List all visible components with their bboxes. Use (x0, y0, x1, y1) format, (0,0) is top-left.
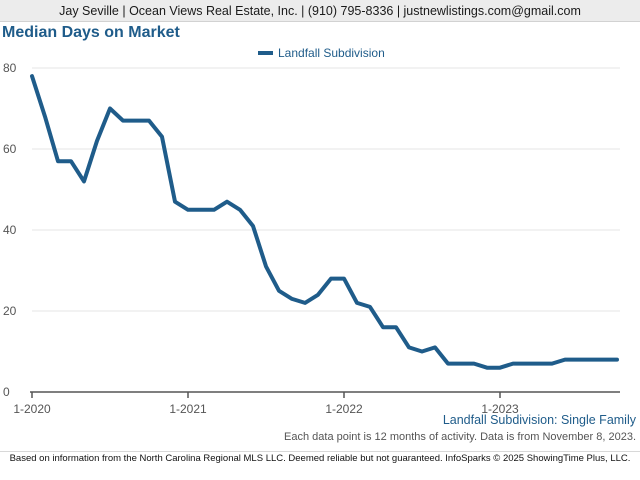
data-point (576, 358, 580, 362)
data-point (394, 325, 398, 329)
x-tick-label: 1-2022 (325, 402, 363, 416)
data-point (433, 345, 437, 349)
header-bar: Jay Seville | Ocean Views Real Estate, I… (0, 0, 640, 22)
data-point (134, 119, 138, 123)
x-tick-label: 1-2021 (169, 402, 207, 416)
y-tick-label: 60 (3, 142, 17, 156)
chart-subtitle: Landfall Subdivision: Single Family (442, 413, 636, 427)
legend-label: Landfall Subdivision (278, 46, 385, 60)
data-point (108, 107, 112, 111)
data-point (563, 358, 567, 362)
data-point (498, 366, 502, 370)
series-layer (30, 74, 619, 370)
series-line-landfall-subdivision (30, 74, 619, 370)
data-point (589, 358, 593, 362)
data-point (238, 208, 242, 212)
data-point (485, 366, 489, 370)
data-point (69, 159, 73, 163)
data-point (329, 277, 333, 281)
data-point (316, 293, 320, 297)
y-tick-label: 40 (3, 223, 17, 237)
chart-title: Median Days on Market (2, 24, 180, 41)
data-point (173, 200, 177, 204)
data-point (537, 362, 541, 366)
grid-lines (32, 67, 620, 312)
data-point (264, 264, 268, 268)
y-tick-label: 0 (3, 385, 10, 399)
data-point (199, 208, 203, 212)
data-point (290, 297, 294, 301)
y-tick-label: 80 (3, 61, 17, 75)
data-point (303, 301, 307, 305)
data-point (43, 115, 47, 119)
data-point (56, 159, 60, 163)
data-point (550, 362, 554, 366)
data-point (225, 200, 229, 204)
data-point (615, 358, 619, 362)
data-point (355, 301, 359, 305)
data-point (446, 362, 450, 366)
footer-disclaimer: Based on information from the North Caro… (9, 453, 631, 464)
data-point (524, 362, 528, 366)
data-point (277, 289, 281, 293)
data-point (407, 345, 411, 349)
data-point (472, 362, 476, 366)
data-point (381, 325, 385, 329)
footer-divider (0, 451, 640, 452)
data-point (186, 208, 190, 212)
header-text: Jay Seville | Ocean Views Real Estate, I… (59, 4, 581, 18)
data-point (95, 139, 99, 143)
data-point (420, 350, 424, 354)
data-point (251, 224, 255, 228)
x-tick-label: 1-2023 (481, 402, 519, 416)
data-point (342, 277, 346, 281)
axes: 0 20 40 60 80 1-2020 1-2021 1-2022 1-2023 (3, 61, 620, 416)
y-tick-label: 20 (3, 304, 17, 318)
data-point (459, 362, 463, 366)
x-tick-label: 1-2020 (13, 402, 51, 416)
data-point (160, 135, 164, 139)
legend: Landfall Subdivision (258, 46, 385, 60)
data-point (368, 305, 372, 309)
data-point (212, 208, 216, 212)
data-point (602, 358, 606, 362)
data-point (511, 362, 515, 366)
data-point (30, 74, 34, 78)
data-point (121, 119, 125, 123)
data-note: Each data point is 12 months of activity… (284, 431, 636, 443)
data-point (147, 119, 151, 123)
data-point (82, 179, 86, 183)
